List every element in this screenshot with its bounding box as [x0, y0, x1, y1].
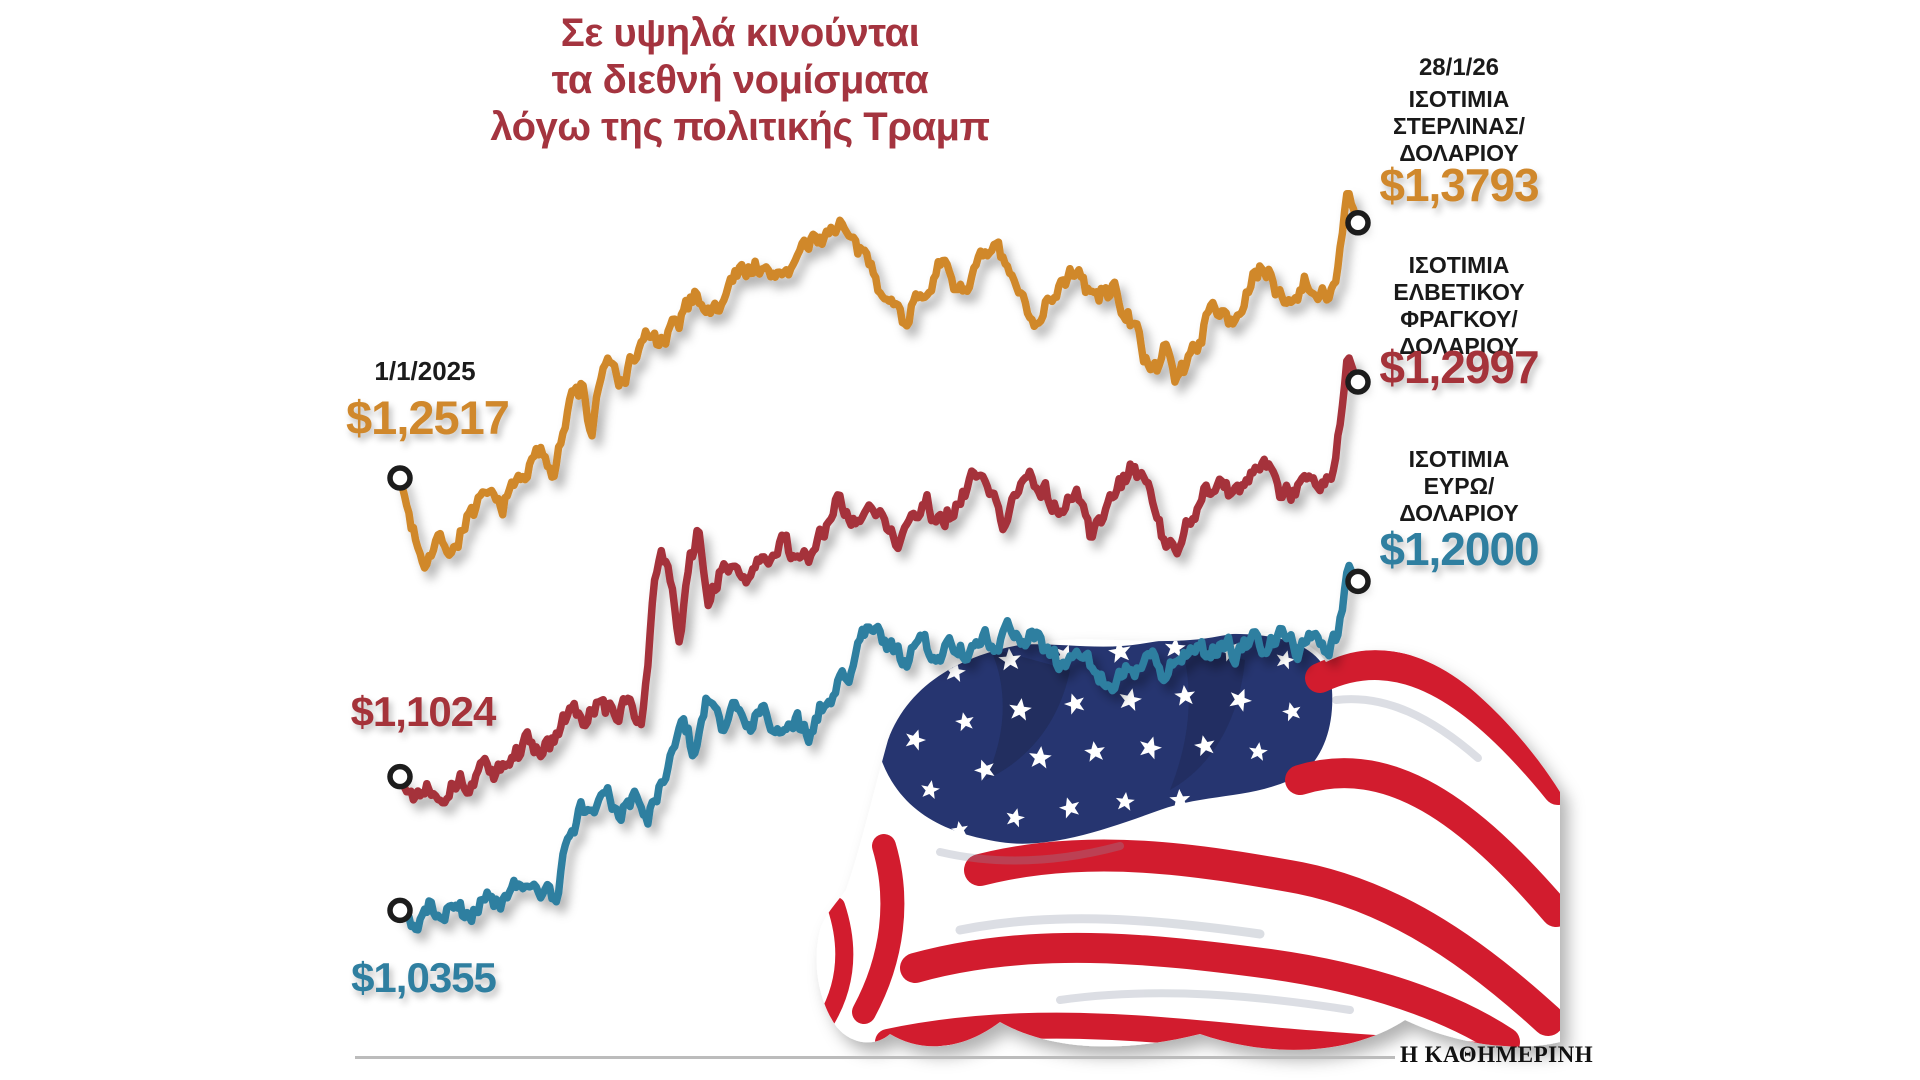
us-flag-image: [816, 632, 1560, 1050]
line-2: [396, 561, 1362, 934]
label-line: ΙΣΟΤΙΜΙΑ: [1408, 86, 1510, 112]
chf-start-value: $1,1024: [350, 688, 497, 735]
endpoint-marker: [1345, 568, 1371, 595]
flag-star: [893, 677, 917, 701]
label-line: ΔΟΛΑΡΙΟΥ: [1399, 140, 1519, 166]
label-line: ΦΡΑΓΚΟΥ/: [1400, 306, 1518, 332]
label-line: ΕΥΡΩ/: [1423, 473, 1495, 499]
footer-rule: [355, 1056, 1395, 1059]
endpoint-marker: [1345, 210, 1371, 236]
line-0: [396, 190, 1362, 572]
publisher-wordmark: Η ΚΑΘΗΜΕΡΙΝΗ: [1400, 1042, 1594, 1067]
chart-title: Σε υψηλά κινούνται τα διεθνή νομίσματα λ…: [420, 10, 1060, 151]
line-1: [396, 354, 1362, 807]
title-line-2: τα διεθνή νομίσματα: [551, 58, 929, 102]
label-line: ΕΛΒΕΤΙΚΟΥ: [1393, 279, 1525, 305]
title-line-1: Σε υψηλά κινούνται: [560, 11, 920, 55]
endpoint-marker: [1345, 369, 1371, 395]
eur-end-value: $1,2000: [1379, 523, 1539, 575]
label-line: ΔΟΛΑΡΙΟΥ: [1399, 500, 1519, 526]
currency-lines: [396, 190, 1362, 934]
endpoint-markers: [387, 210, 1371, 924]
label-line: ΙΣΟΤΙΜΙΑ: [1408, 446, 1510, 472]
endpoint-marker: [387, 763, 413, 790]
gbp-end-value: $1,3793: [1379, 159, 1539, 211]
start-date-label: 1/1/2025: [374, 356, 476, 386]
label-line: ΙΣΟΤΙΜΙΑ: [1408, 252, 1510, 278]
endpoint-marker: [387, 897, 413, 924]
end-date-label: 28/1/26: [1418, 54, 1500, 81]
gbp-pair-label: ΙΣΟΤΙΜΙΑ ΣΤΕΡΛΙΝΑΣ/ ΔΟΛΑΡΙΟΥ: [1340, 86, 1578, 167]
eur-start-value: $1,0355: [351, 954, 497, 1001]
chf-end-value: $1,2997: [1379, 341, 1539, 393]
title-line-3: λόγω της πολιτικής Τραμπ: [490, 105, 990, 149]
chf-pair-label: ΙΣΟΤΙΜΙΑ ΕΛΒΕΤΙΚΟΥ ΦΡΑΓΚΟΥ/ ΔΟΛΑΡΙΟΥ: [1340, 252, 1578, 360]
label-line: ΔΟΛΑΡΙΟΥ: [1399, 333, 1519, 359]
gbp-start-value: $1,2517: [346, 391, 510, 444]
endpoint-marker: [387, 465, 413, 491]
label-line: ΣΤΕΡΛΙΝΑΣ/: [1393, 113, 1525, 139]
eur-pair-label: ΙΣΟΤΙΜΙΑ ΕΥΡΩ/ ΔΟΛΑΡΙΟΥ: [1340, 446, 1578, 527]
